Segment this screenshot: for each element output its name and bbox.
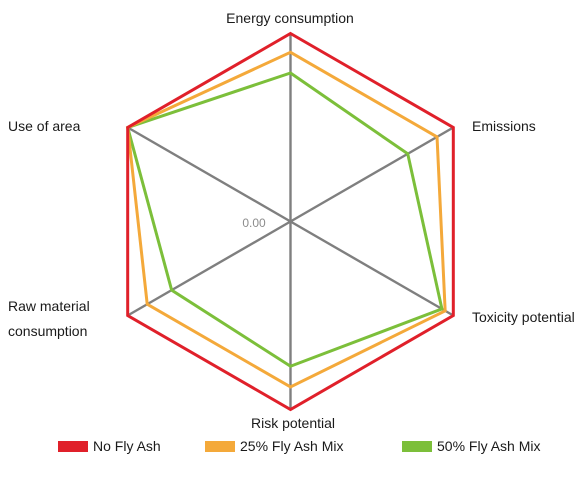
spoke-use-of-area — [127, 126, 292, 223]
axis-label-use-of-area: Use of area — [8, 118, 81, 134]
legend-item-25-fly-ash-mix: 25% Fly Ash Mix — [205, 438, 343, 454]
spoke-toxicity-potential — [289, 220, 454, 317]
spoke-raw-material-consumption — [127, 220, 292, 317]
legend-item-50-fly-ash-mix: 50% Fly Ash Mix — [402, 438, 540, 454]
axis-label-emissions: Emissions — [472, 118, 536, 134]
axis-label-raw-material-line2: consumption — [8, 323, 87, 339]
series-line-50-fly-ash-mix — [125, 71, 444, 368]
legend-item-no-fly-ash: No Fly Ash — [58, 438, 161, 454]
series-line-no-fly-ash — [126, 31, 455, 412]
axis-label-risk-potential: Risk potential — [251, 415, 335, 431]
axis-label-energy-consumption: Energy consumption — [226, 10, 354, 26]
center-value-label: 0.00 — [242, 216, 266, 230]
series-group — [125, 31, 455, 412]
axis-label-toxicity-potential: Toxicity potential — [472, 309, 575, 325]
axis-label-raw-material-line1: Raw material — [8, 298, 90, 314]
legend-label-25-fly-ash-mix: 25% Fly Ash Mix — [240, 438, 343, 454]
legend-label-50-fly-ash-mix: 50% Fly Ash Mix — [437, 438, 540, 454]
legend-swatch-50-fly-ash-mix — [402, 441, 432, 452]
legend-swatch-no-fly-ash — [58, 441, 88, 452]
legend: No Fly Ash 25% Fly Ash Mix 50% Fly Ash M… — [58, 438, 540, 454]
spoke-emissions — [289, 126, 454, 223]
axis-labels-group: Energy consumption Emissions Toxicity po… — [8, 10, 575, 431]
legend-swatch-25-fly-ash-mix — [205, 441, 235, 452]
spokes-group — [127, 33, 454, 410]
legend-label-no-fly-ash: No Fly Ash — [93, 438, 161, 454]
